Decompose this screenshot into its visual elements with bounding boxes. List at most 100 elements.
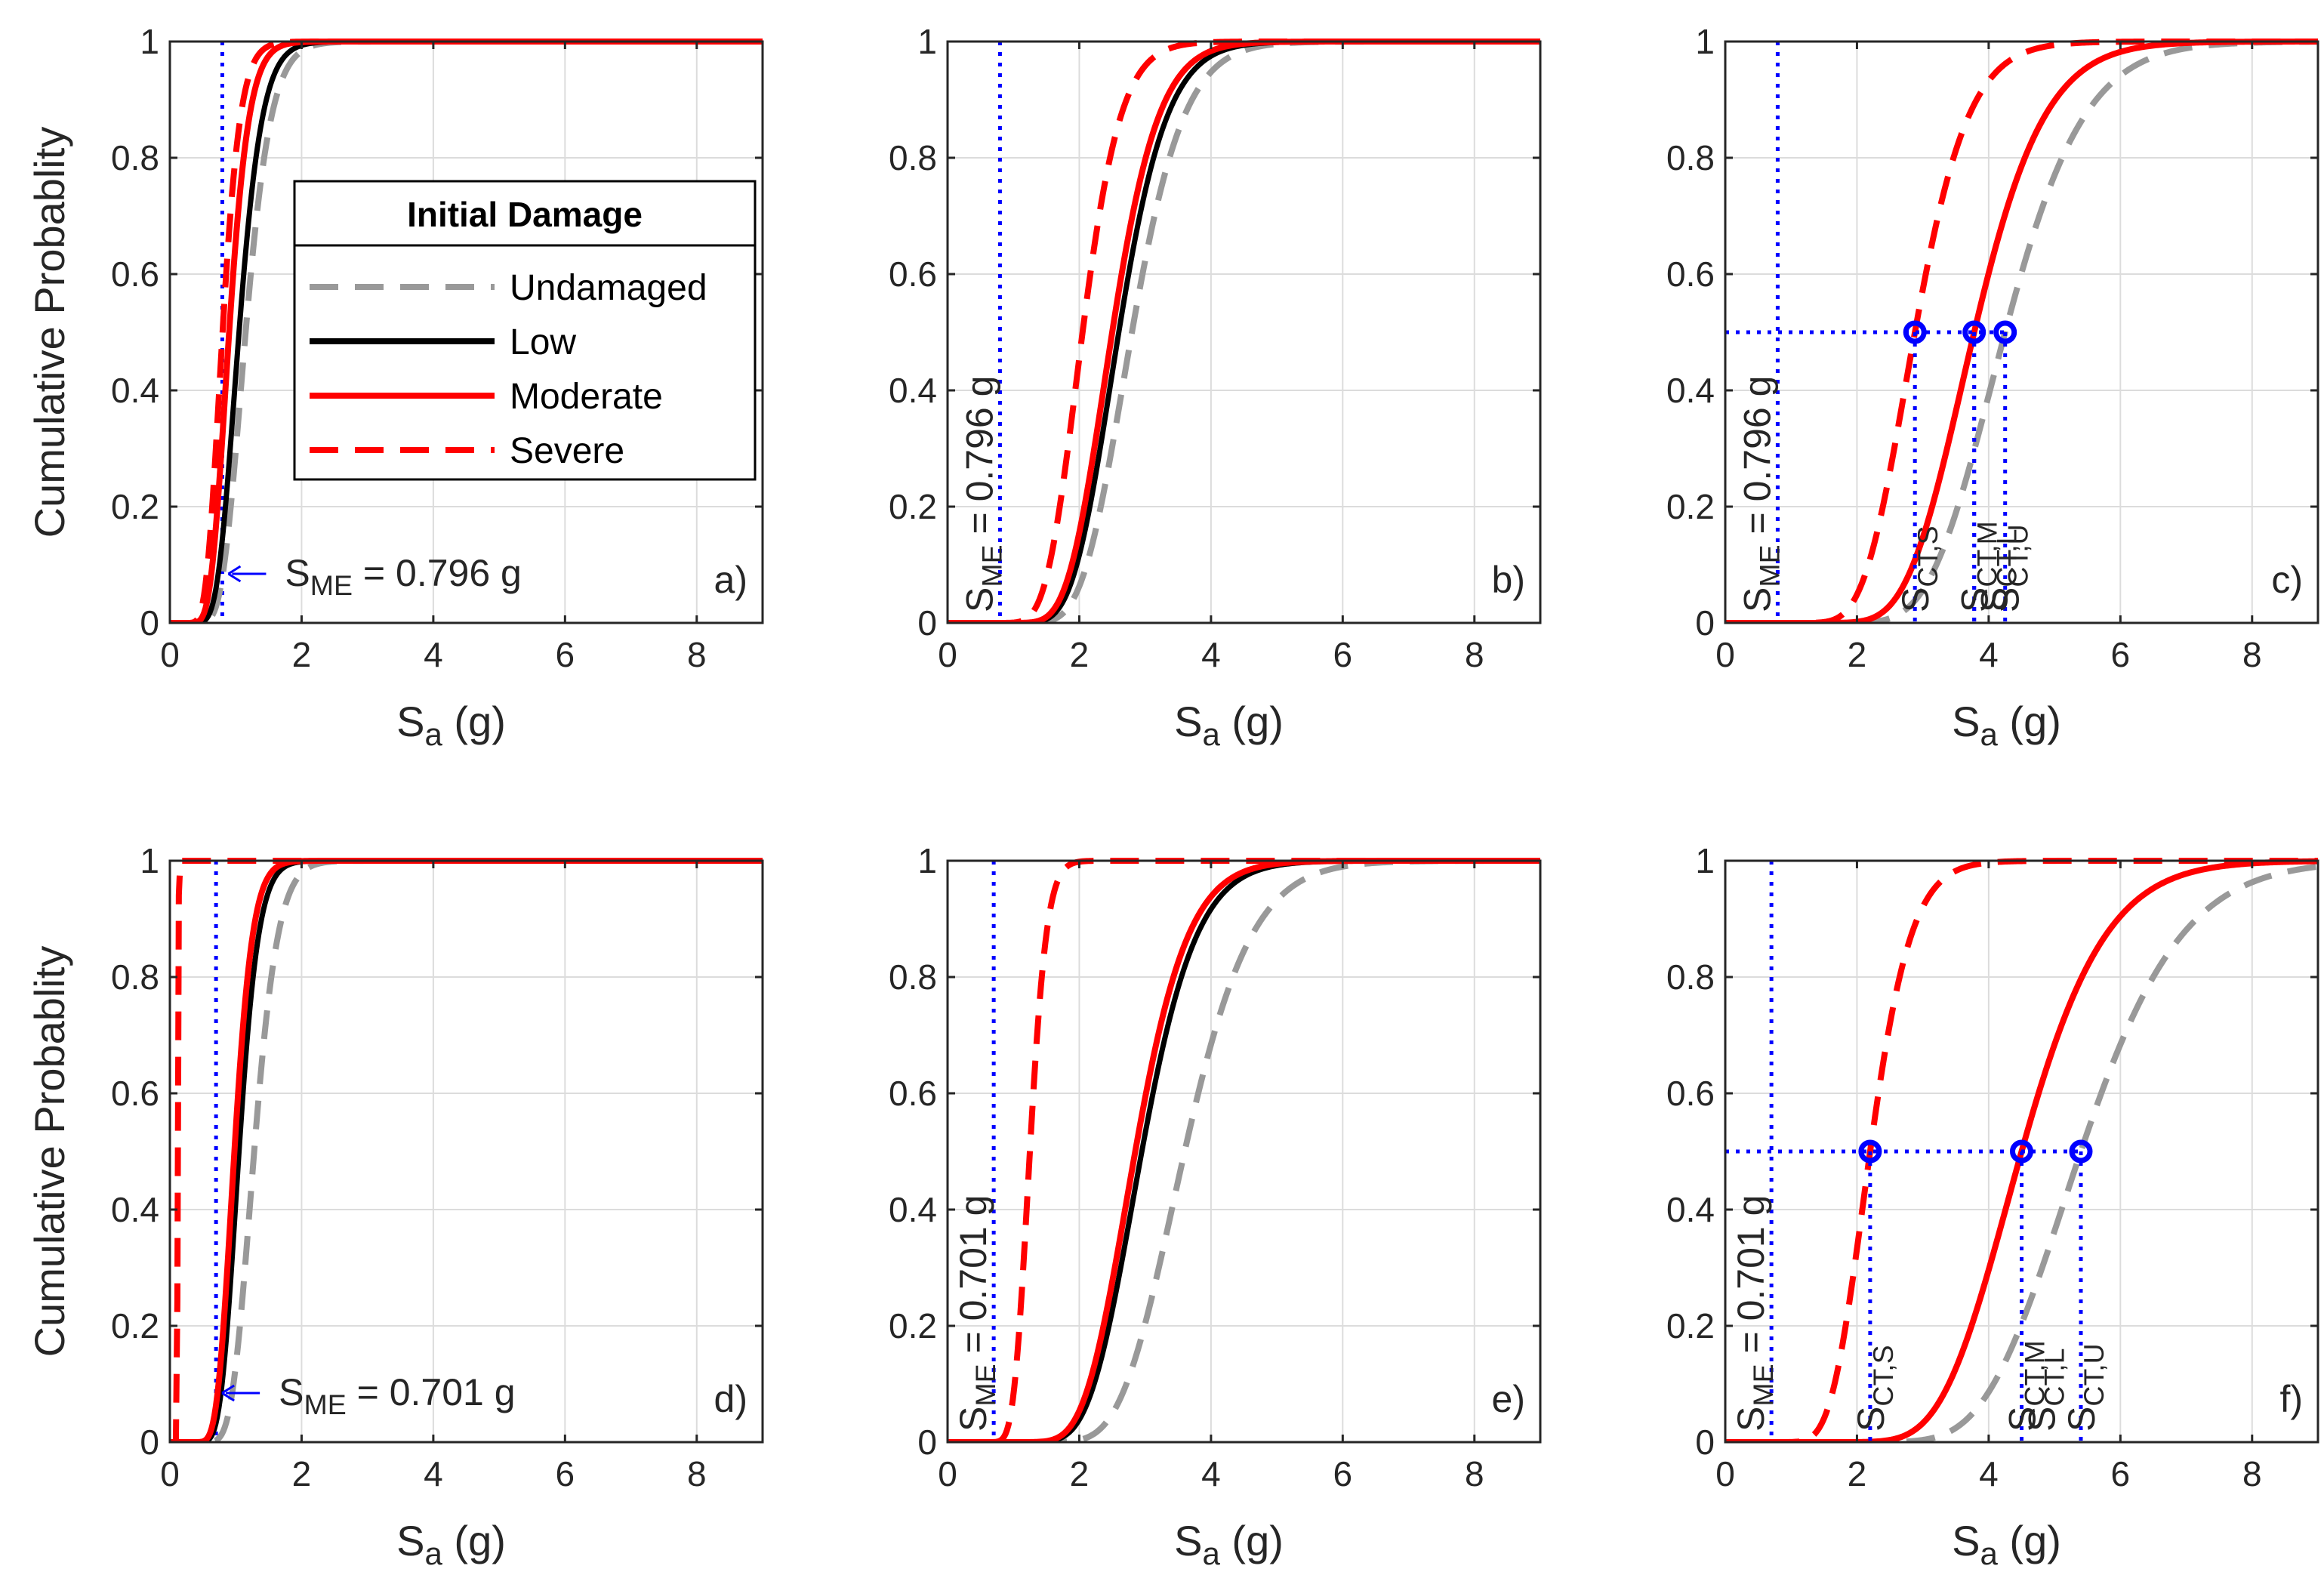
plot-area <box>948 39 1540 623</box>
median-label-low: SCT,L <box>1974 529 2023 612</box>
y-tick-label: 0 <box>140 1423 159 1462</box>
x-tick-label: 8 <box>1465 1454 1484 1493</box>
legend-label-moderate: Moderate <box>510 377 663 417</box>
panel-a: SME = 0.796 g 0 2 4 6 8 0 0.2 0.4 0.6 0.8 1 Sa (g) Cu… <box>26 22 764 752</box>
y-tick-label: 0.4 <box>889 371 937 410</box>
sme-annotation: SME = 0.701 g <box>279 1371 515 1420</box>
x-axis-label: Sa (g) <box>1952 1517 2061 1571</box>
axes-box <box>1724 40 2319 624</box>
x-tick-label: 8 <box>687 1454 707 1493</box>
x-tick-label: 2 <box>1070 635 1090 674</box>
y-tick-label: 0.6 <box>889 254 937 294</box>
y-tick-label: 0.4 <box>111 1190 159 1229</box>
x-tick-label: 8 <box>1465 635 1484 674</box>
axes-box <box>168 40 764 624</box>
y-tick-label: 0 <box>917 603 937 643</box>
y-tick-label: 0.2 <box>111 1306 159 1345</box>
x-tick-label: 4 <box>1201 1454 1221 1493</box>
median-marker-undamaged <box>2069 1139 2093 1164</box>
series-line-undamaged <box>948 858 1540 1442</box>
x-tick-label: 0 <box>938 635 957 674</box>
x-axis-label: Sa (g) <box>1174 1517 1284 1571</box>
x-tick-label: 6 <box>1333 635 1353 674</box>
y-tick-label: 0.4 <box>1666 1190 1715 1229</box>
y-tick-label: 1 <box>140 22 159 61</box>
y-tick-label: 0.4 <box>111 371 159 410</box>
x-axis-label: Sa (g) <box>1174 698 1284 752</box>
y-tick-label: 0.6 <box>111 254 159 294</box>
y-tick-label: 1 <box>140 841 159 880</box>
x-tick-label: 0 <box>938 1454 957 1493</box>
median-marker-moderate <box>1962 320 1986 344</box>
median-label-severe: SCT,S <box>1850 1345 1899 1432</box>
y-tick-label: 0.8 <box>1666 138 1715 177</box>
series-line-undamaged <box>948 39 1540 623</box>
panel-label: f) <box>2279 1378 2303 1420</box>
sme-annotation: SME = 0.701 g <box>1730 1195 1779 1432</box>
axes-box <box>1724 859 2319 1444</box>
sme-arrow-head <box>221 1384 235 1402</box>
sme-arrow-head <box>227 565 242 583</box>
x-tick-label: 0 <box>160 1454 180 1493</box>
x-axis-label: Sa (g) <box>396 698 506 752</box>
x-tick-label: 2 <box>1848 635 1867 674</box>
legend-box <box>293 180 757 481</box>
y-tick-label: 0 <box>1695 1423 1715 1462</box>
median-label-moderate: SCT,M <box>1954 521 2003 612</box>
y-tick-label: 0.6 <box>1666 254 1715 294</box>
x-tick-label: 0 <box>1715 635 1735 674</box>
y-tick-label: 0.2 <box>889 1306 937 1345</box>
sme-annotation: SME = 0.796 g <box>1736 376 1785 612</box>
y-tick-label: 0.6 <box>111 1074 159 1113</box>
sme-annotation: SME = 0.701 g <box>952 1195 1001 1432</box>
y-tick-label: 0.8 <box>889 138 937 177</box>
x-tick-label: 2 <box>292 635 312 674</box>
y-tick-label: 1 <box>917 841 937 880</box>
y-tick-label: 0.4 <box>889 1190 937 1229</box>
y-tick-label: 0 <box>1695 603 1715 643</box>
x-tick-label: 0 <box>1715 1454 1735 1493</box>
axes-box <box>946 40 1542 624</box>
x-tick-label: 6 <box>1333 1454 1353 1493</box>
legend-label-undamaged: Undamaged <box>510 268 707 308</box>
panel-label: d) <box>714 1378 747 1420</box>
legend: Initial Damage Undamaged Low Moderate Severe <box>293 180 757 481</box>
panel-e: SME = 0.701 g 0 2 4 6 8 0 0.2 0.4 0.6 0.8 1 Sa (g) e) <box>889 841 1542 1571</box>
median-label-undamaged: SCT,U <box>1985 524 2034 612</box>
y-tick-label: 0.2 <box>1666 487 1715 526</box>
y-tick-label: 0.6 <box>1666 1074 1715 1113</box>
y-tick-label: 0.2 <box>111 487 159 526</box>
legend-title: Initial Damage <box>407 195 643 234</box>
x-tick-label: 2 <box>1070 1454 1090 1493</box>
y-axis-label: Cumulative Probablity <box>26 127 73 538</box>
x-tick-label: 6 <box>556 1454 575 1493</box>
series-line-moderate <box>948 39 1540 623</box>
median-label-undamaged: SCT,U <box>2060 1343 2110 1432</box>
plot-area <box>948 858 1540 1442</box>
x-tick-label: 4 <box>1979 1454 1999 1493</box>
y-tick-label: 0.2 <box>889 487 937 526</box>
y-tick-label: 1 <box>917 22 937 61</box>
y-tick-label: 0.8 <box>1666 957 1715 997</box>
y-tick-label: 0.4 <box>1666 371 1715 410</box>
median-label-low: SCT,L <box>2021 1349 2070 1432</box>
series-line-undamaged <box>1725 863 2318 1442</box>
x-axis-label: Sa (g) <box>396 1517 506 1571</box>
y-tick-label: 0.8 <box>889 957 937 997</box>
panel-d: SME = 0.701 g 0 2 4 6 8 0 0.2 0.4 0.6 0.8 1 Sa (g) Cu… <box>26 841 764 1571</box>
median-marker-undamaged <box>1993 320 2017 344</box>
median-marker-severe <box>1903 320 1927 344</box>
legend-label-low: Low <box>510 322 576 362</box>
x-tick-label: 6 <box>2111 635 2131 674</box>
x-tick-label: 4 <box>1979 635 1999 674</box>
y-tick-label: 0 <box>140 603 159 643</box>
median-label-severe: SCT,S <box>1894 526 1943 612</box>
x-tick-label: 8 <box>2242 635 2262 674</box>
series-line-low <box>170 858 763 1442</box>
x-tick-label: 8 <box>2242 1454 2262 1493</box>
panel-label: e) <box>1492 1378 1525 1420</box>
x-axis-label: Sa (g) <box>1952 698 2061 752</box>
